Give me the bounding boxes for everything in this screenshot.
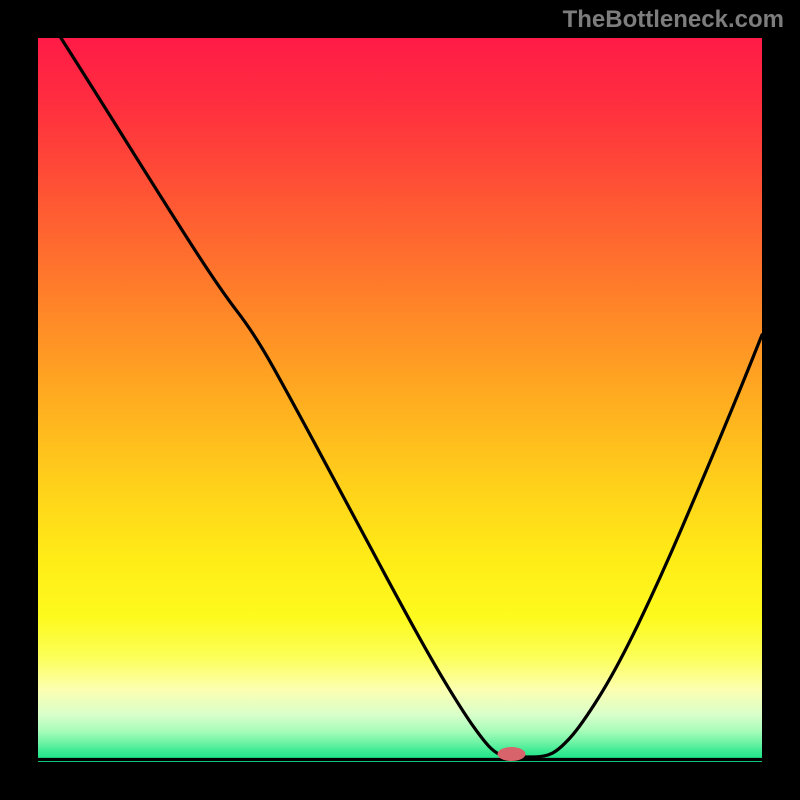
plot-area: [38, 38, 762, 762]
gradient-background: [38, 38, 762, 762]
optimal-marker: [497, 747, 525, 761]
chart-svg: [38, 38, 762, 762]
chart-container: TheBottleneck.com: [0, 0, 800, 800]
watermark-text: TheBottleneck.com: [563, 6, 784, 34]
